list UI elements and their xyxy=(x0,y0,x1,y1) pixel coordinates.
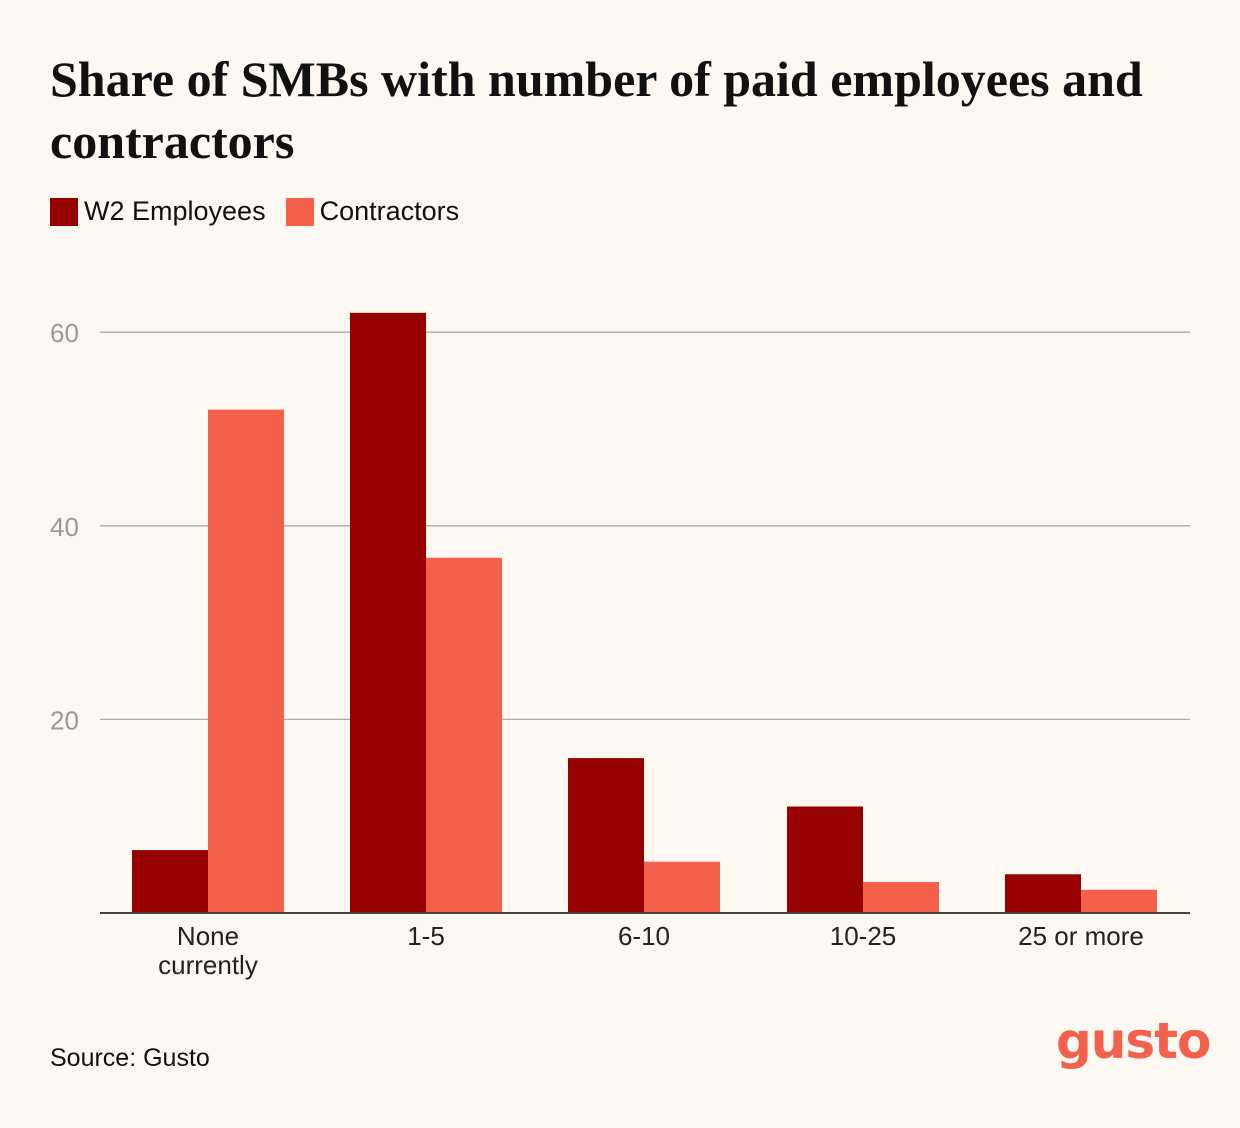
gusto-logo: gusto xyxy=(1056,1012,1211,1070)
y-tick-label-40: 40 xyxy=(50,512,79,542)
x-tick-label-line: 1-5 xyxy=(407,921,445,951)
legend-swatch-contractors xyxy=(285,197,314,226)
bar-contractors-0 xyxy=(208,409,284,913)
bar-employees-0 xyxy=(132,850,208,913)
x-tick-label-line: 10-25 xyxy=(830,921,897,951)
y-tick-label-60: 60 xyxy=(50,318,79,348)
x-tick-label-2: 6-10 xyxy=(618,921,670,951)
y-tick-label-20: 20 xyxy=(50,705,79,735)
bar-contractors-1 xyxy=(426,557,502,913)
legend-label-employees: W2 Employees xyxy=(84,196,266,226)
legend-label-contractors: Contractors xyxy=(319,196,460,226)
x-tick-label-3: 10-25 xyxy=(830,921,897,951)
x-tick-label-line: 6-10 xyxy=(618,921,670,951)
x-tick-label-1: 1-5 xyxy=(407,921,445,951)
x-tick-label-line: None xyxy=(177,921,239,951)
legend-item-contractors: Contractors xyxy=(285,196,460,227)
x-tick-label-4: 25 or more xyxy=(1018,921,1144,951)
legend: W2 Employees Contractors xyxy=(50,196,479,227)
chart-title: Share of SMBs with number of paid employ… xyxy=(50,51,1143,169)
x-tick-label-0: None currently xyxy=(158,921,258,980)
bar-employees-2 xyxy=(568,758,644,913)
bar-contractors-3 xyxy=(863,882,939,913)
legend-item-employees: W2 Employees xyxy=(50,196,266,227)
bar-employees-4 xyxy=(1005,874,1081,913)
source-note: Source: Gusto xyxy=(50,1044,210,1072)
x-tick-label-line: 25 or more xyxy=(1018,921,1144,951)
legend-swatch-employees xyxy=(50,197,78,226)
bar-employees-3 xyxy=(787,806,863,913)
bar-contractors-4 xyxy=(1081,889,1157,913)
bar-contractors-2 xyxy=(644,861,720,913)
x-tick-label-line: currently xyxy=(158,950,258,980)
bar-employees-1 xyxy=(350,312,426,914)
